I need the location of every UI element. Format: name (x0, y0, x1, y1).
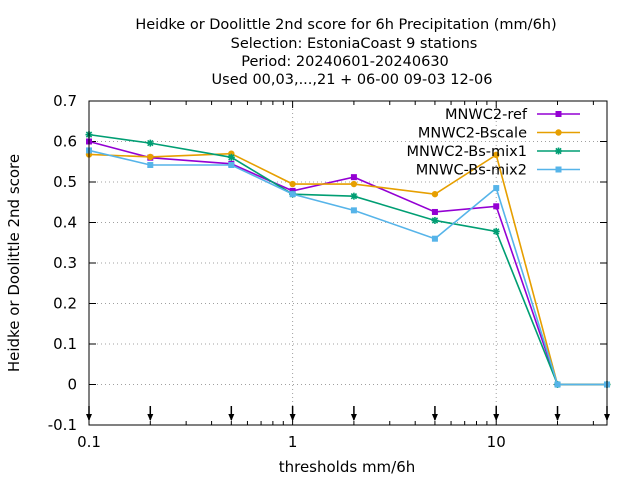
y-tick-label: 0.6 (53, 133, 77, 151)
y-axis-label: Heidke or Doolittle 2nd score (5, 154, 23, 372)
threshold-arrow-head (431, 414, 438, 421)
axis-ticks: -0.1 0 0.1 0.2 0.3 0.4 0.5 0.6 0.7 0.1 1 10 (48, 92, 607, 451)
title-line-1: Heidke or Doolittle 2nd score for 6h Pre… (135, 17, 556, 33)
data-point (431, 235, 438, 242)
data-point (147, 161, 154, 168)
y-tick-label: 0.5 (53, 173, 77, 191)
data-point (289, 191, 296, 198)
series-lines (85, 131, 611, 388)
grid (89, 101, 607, 425)
plot-frame (88, 100, 608, 426)
data-point (350, 207, 357, 214)
data-point (555, 166, 562, 173)
data-point (555, 129, 562, 136)
y-tick-label: 0.1 (53, 335, 77, 353)
title-line-4: Used 00,03,...,21 + 06-00 09-03 12-06 (212, 72, 493, 88)
data-point (493, 203, 500, 210)
x-tick-label: 1 (288, 433, 298, 451)
y-tick-label: 0 (67, 376, 77, 394)
y-tick-label: 0.4 (53, 214, 77, 232)
data-point (493, 151, 500, 159)
legend-label: MNWC-Bs-mix2 (416, 163, 527, 179)
y-tick-label: 0.3 (53, 254, 77, 272)
threshold-arrow-head (228, 414, 235, 421)
data-point (555, 111, 562, 117)
threshold-arrow-head (350, 414, 357, 421)
data-point (350, 180, 358, 188)
threshold-arrows (86, 406, 610, 421)
data-point (431, 190, 439, 198)
data-point (350, 174, 357, 181)
series-mnwc2-bs-mix1 (85, 131, 611, 388)
data-point (146, 139, 154, 147)
data-point (147, 153, 154, 161)
series-mnwc2-ref (86, 138, 610, 388)
y-tick-label: 0.2 (53, 295, 77, 313)
data-point (554, 381, 561, 388)
title-line-2: Selection: EstoniaCoast 9 stations (231, 36, 478, 52)
x-tick-label: 10 (487, 433, 506, 451)
data-point (350, 192, 358, 200)
data-point (493, 185, 500, 192)
title-line-3: Period: 20240601-20240630 (241, 54, 449, 70)
series-mnwc2-bscale (85, 150, 611, 388)
x-tick-label: 0.1 (77, 433, 101, 451)
legend: MNWC2-ref MNWC2-Bscale MNWC2-Bs-mix1 MNWC-B… (407, 107, 580, 179)
data-point (492, 227, 500, 235)
data-point (431, 216, 439, 224)
series-line (88, 133, 607, 386)
threshold-arrow-head (147, 414, 154, 421)
data-point (431, 208, 438, 215)
threshold-arrow-head (493, 414, 500, 421)
y-tick-label: 0.7 (53, 92, 77, 110)
y-tick-label: -0.1 (48, 416, 77, 434)
legend-label: MNWC2-ref (445, 107, 528, 123)
series-line (88, 149, 607, 386)
x-axis-label: thresholds mm/6h (279, 458, 416, 476)
legend-label: MNWC2-Bscale (418, 126, 527, 142)
series-line (88, 152, 607, 386)
data-point (289, 180, 296, 188)
data-point (555, 147, 562, 155)
threshold-arrow-head (554, 414, 561, 421)
legend-label: MNWC2-Bs-mix1 (407, 144, 527, 160)
data-point (228, 161, 235, 168)
data-point (227, 153, 235, 161)
threshold-arrow-head (289, 414, 296, 421)
chart-title: Heidke or Doolittle 2nd score for 6h Pre… (135, 17, 556, 88)
